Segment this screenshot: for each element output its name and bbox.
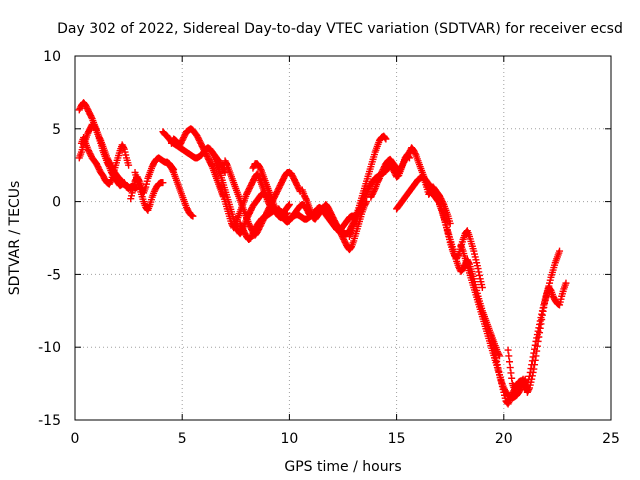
- y-tick-label: -5: [47, 267, 61, 283]
- data-point: [189, 212, 197, 220]
- data-point: [285, 201, 293, 209]
- x-tick-label: 5: [178, 431, 187, 447]
- data-point: [475, 268, 483, 276]
- data-point: [494, 364, 502, 372]
- series-s22: [457, 241, 529, 402]
- x-tick-label: 25: [602, 431, 620, 447]
- x-tick-label: 20: [495, 431, 513, 447]
- plot-frame: [74, 55, 612, 421]
- series-s24: [504, 279, 570, 396]
- y-tick-label: -15: [38, 413, 61, 429]
- data-point: [508, 374, 516, 382]
- data-point: [120, 144, 128, 152]
- data-point: [507, 369, 515, 377]
- data-point: [533, 347, 541, 355]
- data-point: [476, 271, 484, 279]
- data-point: [532, 352, 540, 360]
- data-point: [491, 350, 499, 358]
- y-tick-label: 10: [43, 49, 61, 65]
- data-point: [530, 365, 538, 373]
- data-point: [531, 361, 539, 369]
- data-point: [375, 176, 383, 184]
- series-s20: [420, 176, 486, 292]
- data-point: [533, 342, 541, 350]
- data-point: [159, 179, 167, 187]
- data-point: [492, 354, 500, 362]
- y-tick-label: 0: [52, 195, 61, 211]
- data-point: [107, 177, 115, 185]
- data-point: [87, 113, 95, 121]
- data-point: [495, 367, 503, 375]
- data-point: [525, 385, 533, 393]
- data-point: [535, 333, 543, 341]
- data-point: [539, 307, 547, 315]
- data-point: [562, 279, 570, 287]
- data-point: [537, 320, 545, 328]
- data-point: [531, 356, 539, 364]
- series-s8: [163, 158, 197, 220]
- series-s5: [131, 168, 167, 214]
- data-point: [285, 201, 293, 209]
- data-point: [529, 368, 537, 376]
- data-point: [534, 337, 542, 345]
- grid-lines: [75, 56, 611, 420]
- data-point: [478, 284, 486, 292]
- data-point: [538, 311, 546, 319]
- data-point: [506, 397, 514, 405]
- data-point: [491, 347, 499, 355]
- data-point: [536, 329, 544, 337]
- data-point: [169, 167, 177, 175]
- data-point: [489, 340, 497, 348]
- data-point: [556, 247, 564, 255]
- data-point: [382, 135, 390, 143]
- data-point: [538, 316, 546, 324]
- data-point: [125, 161, 133, 169]
- x-tick-label: 15: [388, 431, 406, 447]
- data-point: [540, 303, 548, 311]
- y-tick-label: 5: [52, 122, 61, 138]
- series-s3: [77, 134, 133, 188]
- data-point: [223, 160, 231, 168]
- x-axis-label: GPS time / hours: [284, 459, 401, 475]
- x-tick-label: 0: [71, 431, 80, 447]
- data-point: [381, 134, 389, 142]
- data-point: [506, 358, 514, 366]
- y-tick-label: -10: [38, 340, 61, 356]
- data-point: [493, 357, 501, 365]
- data-point: [302, 195, 310, 203]
- data-point: [506, 364, 514, 372]
- data-point: [411, 150, 419, 158]
- x-tick-label: 10: [280, 431, 298, 447]
- chart-title: Day 302 of 2022, Sidereal Day-to-day VTE…: [57, 21, 623, 37]
- data-point: [96, 135, 104, 143]
- data-point: [490, 344, 498, 352]
- data-point: [505, 352, 513, 360]
- data-point: [474, 265, 482, 273]
- data-point: [528, 372, 536, 380]
- data-point: [528, 375, 536, 383]
- data-point: [536, 324, 544, 332]
- data-point: [370, 186, 378, 194]
- y-axis-label: SDTVAR / TECUs: [7, 181, 23, 296]
- data-point: [257, 166, 265, 174]
- data-point: [92, 125, 100, 133]
- data-point: [493, 361, 501, 369]
- data-points: [75, 99, 570, 408]
- data-point: [446, 219, 454, 227]
- data-point: [504, 346, 512, 354]
